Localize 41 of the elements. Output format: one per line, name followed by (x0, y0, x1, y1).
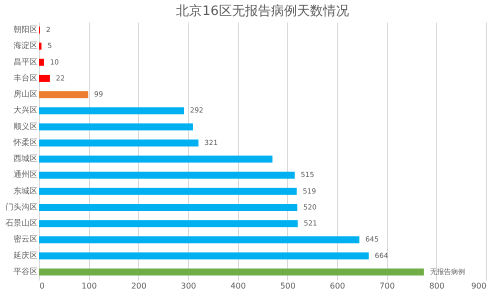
bar (39, 91, 88, 98)
bar (39, 236, 360, 244)
chart-title: 北京16区无报告病例天数情况 (176, 4, 349, 19)
x-tick-label: 0 (40, 282, 45, 290)
bar (39, 172, 295, 179)
y-tick-label: 门头沟区 (6, 202, 38, 212)
x-tick-label: 100 (82, 282, 97, 290)
bar (39, 188, 297, 195)
y-tick-label: 朝阳区 (14, 25, 38, 34)
bar (39, 252, 369, 260)
y-tick-label: 丰台区 (14, 73, 38, 82)
y-tick-label: 石景山区 (6, 218, 38, 228)
y-tick-label: 西城区 (14, 154, 38, 164)
y-tick-label: 东城区 (14, 186, 38, 196)
x-tick-label: 900 (471, 282, 486, 290)
y-tick-label: 平谷区 (14, 266, 38, 276)
x-tick-label: 300 (180, 282, 196, 290)
x-tick-label: 800 (429, 282, 444, 290)
x-tick-label: 600 (330, 282, 346, 290)
bar (39, 107, 184, 114)
y-tick-label: 房山区 (14, 90, 38, 99)
y-tick-label: 昌平区 (14, 57, 38, 66)
bar (39, 204, 298, 211)
x-tick-label: 200 (131, 282, 146, 290)
y-tick-label: 海淀区 (14, 41, 38, 50)
bar (39, 220, 298, 228)
bar (39, 74, 50, 82)
x-tick-label: 500 (280, 282, 296, 290)
y-tick-label: 通州区 (14, 170, 38, 180)
y-tick-label: 大兴区 (14, 106, 38, 115)
y-tick-label: 延庆区 (12, 250, 38, 260)
y-tick-label: 怀柔区 (12, 138, 38, 147)
y-tick-label: 顺义区 (14, 122, 38, 131)
bar (39, 156, 272, 163)
bar (39, 123, 193, 130)
bar (39, 268, 424, 276)
bar (39, 58, 44, 66)
bar (39, 139, 198, 146)
y-tick-label: 密云区 (14, 234, 38, 244)
x-tick-label: 400 (230, 282, 246, 290)
x-tick-label: 700 (380, 282, 395, 290)
